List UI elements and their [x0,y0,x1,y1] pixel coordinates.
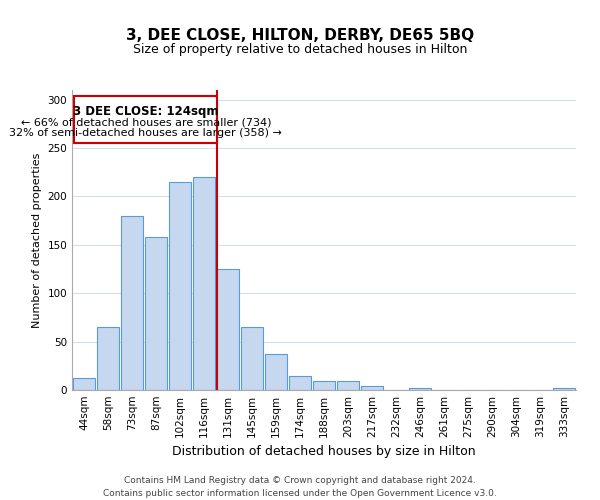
X-axis label: Distribution of detached houses by size in Hilton: Distribution of detached houses by size … [172,446,476,458]
Bar [289,376,311,390]
Bar [361,386,383,390]
Bar [241,327,263,390]
Bar [121,216,143,390]
Y-axis label: Number of detached properties: Number of detached properties [32,152,42,328]
Bar [217,269,239,390]
Bar [97,327,119,390]
Text: ← 66% of detached houses are smaller (734): ← 66% of detached houses are smaller (73… [20,117,271,127]
Text: Contains HM Land Registry data © Crown copyright and database right 2024.
Contai: Contains HM Land Registry data © Crown c… [103,476,497,498]
Bar [193,177,215,390]
Bar [73,378,95,390]
Bar [337,382,359,390]
Text: 32% of semi-detached houses are larger (358) →: 32% of semi-detached houses are larger (… [10,128,282,138]
Bar [409,388,431,390]
Text: 3 DEE CLOSE: 124sqm: 3 DEE CLOSE: 124sqm [73,106,218,118]
Bar [145,237,167,390]
Text: 3, DEE CLOSE, HILTON, DERBY, DE65 5BQ: 3, DEE CLOSE, HILTON, DERBY, DE65 5BQ [126,28,474,42]
FancyBboxPatch shape [74,96,217,143]
Bar [169,182,191,390]
Bar [553,388,575,390]
Bar [265,354,287,390]
Text: Size of property relative to detached houses in Hilton: Size of property relative to detached ho… [133,42,467,56]
Bar [313,382,335,390]
